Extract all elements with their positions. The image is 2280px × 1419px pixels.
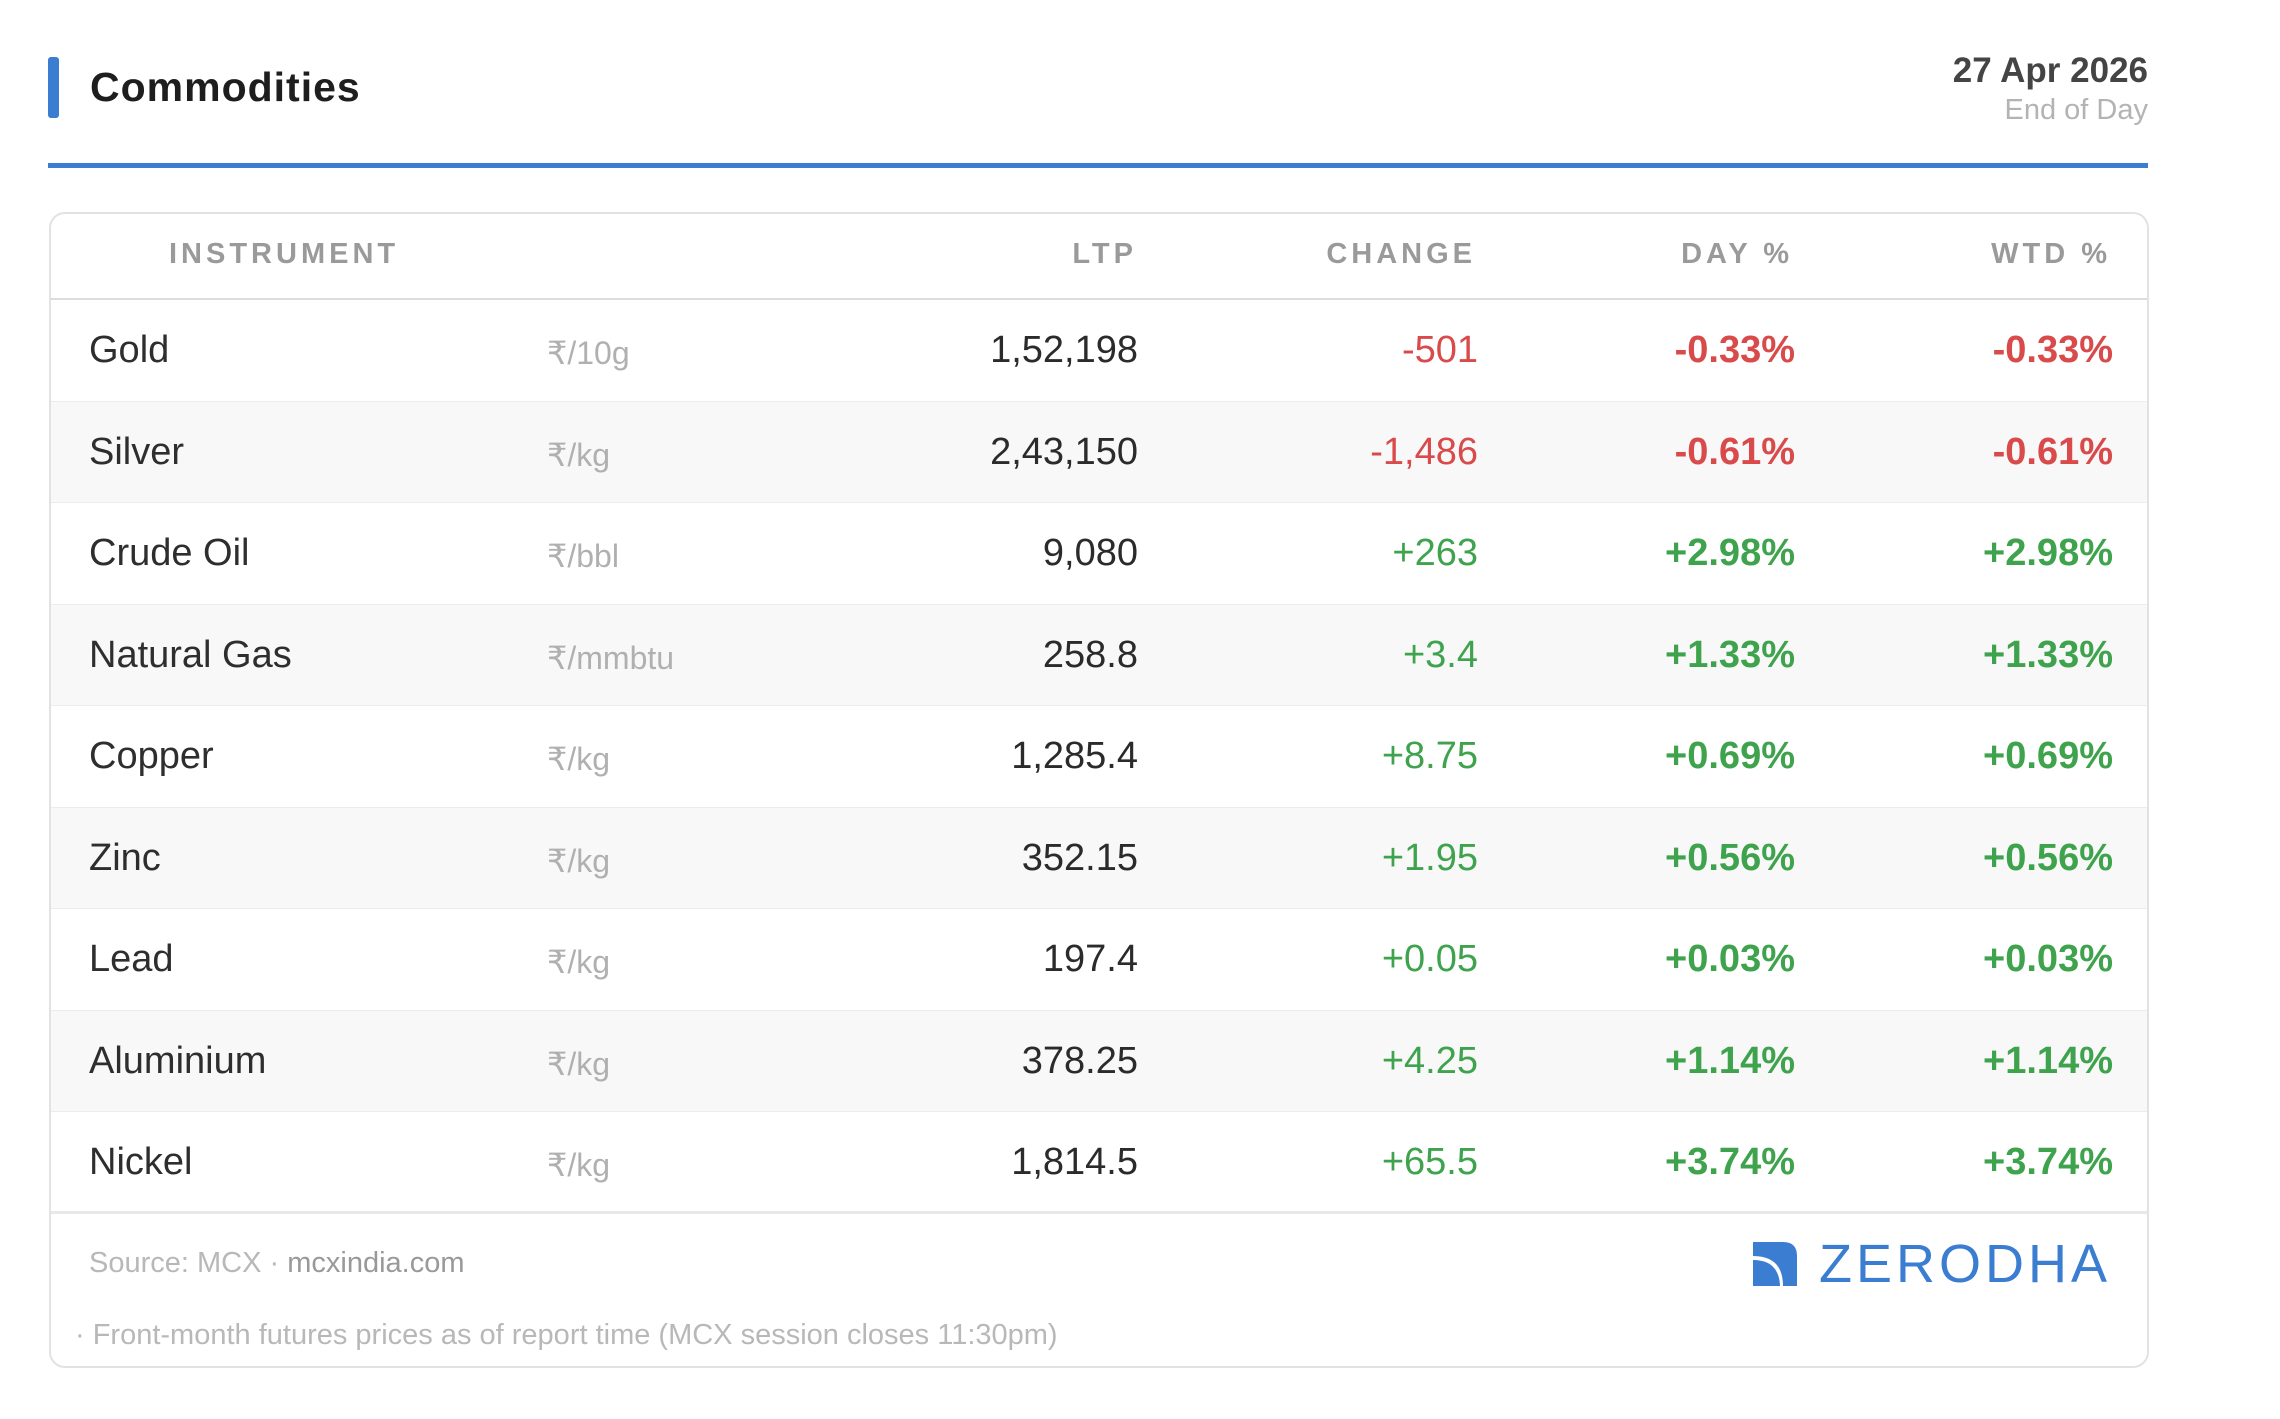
table-row[interactable]: Silver ₹/kg 2,43,150 -1,486 -0.61% -0.61% (51, 401, 2147, 503)
day-percent-value: +0.69% (1665, 735, 1795, 777)
day-percent-value: +2.98% (1665, 532, 1795, 574)
instrument-name: Silver (89, 430, 185, 473)
change-value: +0.05 (1381, 938, 1478, 980)
wtd-percent-value: +2.98% (1983, 532, 2113, 574)
ltp-value: 1,814.5 (1011, 1141, 1138, 1183)
day-percent-value: +0.56% (1665, 836, 1795, 879)
day-percent-value: +1.14% (1665, 1039, 1795, 1082)
date-block: 27 Apr 2026 End of Day (1953, 50, 2148, 128)
change-value: +263 (1392, 532, 1478, 574)
wtd-percent-value: +1.33% (1983, 633, 2113, 676)
table-row[interactable]: Nickel ₹/kg 1,814.5 +65.5 +3.74% +3.74% (51, 1112, 2147, 1214)
instrument-unit: ₹/kg (547, 436, 611, 473)
day-percent-value: +3.74% (1665, 1141, 1795, 1183)
footnote: · Front-month futures prices as of repor… (75, 1319, 1058, 1351)
zerodha-logo-text: ZERODHA (1818, 1234, 2111, 1294)
ltp-value: 258.8 (1042, 633, 1138, 676)
ltp-value: 1,52,198 (990, 329, 1138, 371)
ltp-value: 1,285.4 (1011, 735, 1138, 777)
source-link[interactable]: mcxindia.com (287, 1247, 465, 1279)
table-row[interactable]: Zinc ₹/kg 352.15 +1.95 +0.56% +0.56% (51, 807, 2147, 909)
column-header-ltp: LTP (1072, 238, 1137, 270)
instrument-unit: ₹/kg (547, 944, 611, 980)
table-row[interactable]: Copper ₹/kg 1,285.4 +8.75 +0.69% +0.69% (51, 706, 2147, 808)
ltp-value: 352.15 (1021, 836, 1138, 879)
header-divider (48, 163, 2148, 168)
instrument-name: Aluminium (89, 1039, 267, 1082)
change-value: -501 (1401, 329, 1478, 371)
wtd-percent-value: +1.14% (1983, 1039, 2113, 1082)
instrument-name: Natural Gas (89, 633, 292, 676)
change-value: +8.75 (1381, 735, 1478, 777)
instrument-name: Zinc (89, 836, 161, 879)
day-percent-value: -0.61% (1674, 430, 1795, 473)
ltp-value: 2,43,150 (990, 430, 1138, 473)
instrument-name: Lead (89, 938, 174, 980)
page-header: Commodities 27 Apr 2026 End of Day (48, 50, 2148, 170)
wtd-percent-value: +0.69% (1983, 735, 2113, 777)
instrument-name: Nickel (89, 1141, 193, 1183)
ltp-value: 197.4 (1042, 938, 1138, 980)
instrument-unit: ₹/kg (547, 842, 611, 879)
instrument-unit: ₹/kg (547, 741, 611, 777)
table-row[interactable]: Natural Gas ₹/mmbtu 258.8 +3.4 +1.33% +1.33% (51, 604, 2147, 706)
zerodha-logo: ZERODHA (1752, 1234, 2111, 1294)
zerodha-logo-icon (1752, 1242, 1797, 1286)
commodities-table-card: INSTRUMENT LTP CHANGE DAY % WTD % Gold ₹/… (49, 212, 2149, 1368)
ltp-value: 9,080 (1042, 532, 1138, 574)
change-value: -1,486 (1370, 430, 1478, 473)
column-header-day-percent: DAY % (1681, 238, 1793, 270)
column-header-change: CHANGE (1326, 238, 1476, 270)
source-line: Source: MCX · mcxindia.com (89, 1247, 465, 1280)
change-value: +65.5 (1381, 1141, 1478, 1183)
instrument-unit: ₹/10g (547, 335, 630, 371)
table-body: Gold ₹/10g 1,52,198 -501 -0.33% -0.33% Silver ₹… (51, 300, 2147, 1214)
report-date: 27 Apr 2026 (1952, 51, 2148, 90)
source-label: Source: MCX · (89, 1247, 288, 1279)
report-date-subtitle: End of Day (2004, 94, 2148, 126)
instrument-unit: ₹/kg (547, 1147, 611, 1183)
instrument-name: Crude Oil (89, 532, 250, 574)
instrument-unit: ₹/bbl (547, 538, 619, 574)
instrument-name: Copper (89, 735, 214, 777)
day-percent-value: +0.03% (1665, 938, 1795, 980)
instrument-unit: ₹/kg (547, 1045, 611, 1082)
table-row[interactable]: Crude Oil ₹/bbl 9,080 +263 +2.98% +2.98% (51, 503, 2147, 605)
change-value: +4.25 (1381, 1039, 1478, 1082)
table-row[interactable]: Aluminium ₹/kg 378.25 +4.25 +1.14% +1.14% (51, 1010, 2147, 1112)
instrument-unit: ₹/mmbtu (547, 639, 675, 676)
column-header-instrument: INSTRUMENT (169, 238, 400, 270)
table-header: INSTRUMENT LTP CHANGE DAY % WTD % (51, 214, 2147, 300)
instrument-name: Gold (89, 329, 170, 371)
title-accent-bar (48, 57, 59, 118)
change-value: +3.4 (1402, 633, 1478, 676)
change-value: +1.95 (1381, 836, 1478, 879)
wtd-percent-value: -0.61% (1992, 430, 2113, 473)
day-percent-value: -0.33% (1674, 329, 1795, 371)
wtd-percent-value: +3.74% (1983, 1141, 2113, 1183)
wtd-percent-value: +0.56% (1983, 836, 2113, 879)
ltp-value: 378.25 (1021, 1039, 1138, 1082)
day-percent-value: +1.33% (1665, 633, 1795, 676)
table-row[interactable]: Gold ₹/10g 1,52,198 -501 -0.33% -0.33% (51, 300, 2147, 402)
wtd-percent-value: +0.03% (1983, 938, 2113, 980)
table-row[interactable]: Lead ₹/kg 197.4 +0.05 +0.03% +0.03% (51, 909, 2147, 1011)
column-header-wtd-percent: WTD % (1991, 238, 2111, 270)
wtd-percent-value: -0.33% (1992, 329, 2113, 371)
page-title: Commodities (90, 64, 361, 110)
